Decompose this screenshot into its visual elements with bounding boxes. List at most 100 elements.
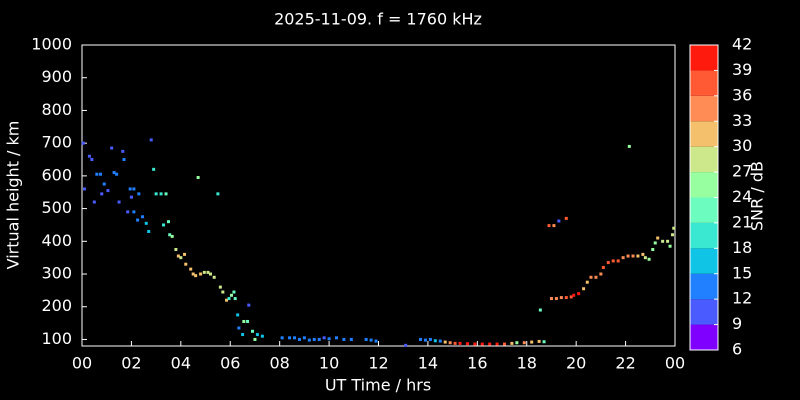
colorbar-band (690, 45, 718, 71)
scatter-point (126, 210, 130, 214)
scatter-point (218, 285, 222, 289)
scatter-point (322, 336, 326, 340)
x-tick-label: 20 (566, 354, 586, 373)
scatter-point (636, 254, 640, 258)
scatter-point (208, 272, 212, 276)
x-tick-label: 00 (72, 354, 92, 373)
colorbar-tick-label: 39 (732, 60, 752, 79)
scatter-point (152, 167, 156, 171)
scatter-point (342, 337, 346, 341)
scatter-point (606, 261, 610, 265)
scatter-point (128, 187, 132, 191)
y-tick-label: 500 (41, 198, 72, 217)
scatter-point (144, 221, 148, 225)
colorbar-tick-label: 12 (732, 289, 752, 308)
scatter-point (194, 274, 198, 278)
scatter-point (495, 342, 499, 346)
scatter-point (106, 189, 110, 193)
scatter-point (302, 336, 306, 340)
y-tick-label: 300 (41, 264, 72, 283)
y-tick-label: 900 (41, 67, 72, 86)
x-tick-label: 18 (517, 354, 537, 373)
scatter-point (233, 297, 237, 301)
scatter-point (668, 244, 672, 248)
scatter-point (110, 146, 114, 150)
colorbar-tick-label: 30 (732, 136, 752, 155)
colorbar-tick-label: 6 (732, 340, 742, 359)
scatter-point (538, 308, 542, 312)
scatter-point (136, 218, 140, 222)
y-tick-label: 200 (41, 296, 72, 315)
y-tick-label: 100 (41, 329, 72, 348)
scatter-point (137, 192, 141, 196)
colorbar-tick-label: 18 (732, 238, 752, 257)
y-tick-label: 600 (41, 165, 72, 184)
scatter-point (307, 338, 311, 342)
scatter-point (631, 254, 635, 258)
scatter-point (480, 342, 484, 346)
scatter-point (129, 195, 133, 199)
scatter-point (176, 254, 180, 258)
x-axis-label: UT Time / hrs (325, 376, 431, 395)
scatter-point (569, 295, 573, 299)
scatter-point (255, 333, 259, 337)
scatter-point (349, 337, 353, 341)
scatter-point (112, 171, 116, 175)
scatter-point (199, 272, 203, 276)
colorbar-band (690, 248, 718, 274)
colorbar-band (690, 95, 718, 122)
y-tick-label: 1000 (31, 35, 72, 54)
scatter-point (164, 192, 168, 196)
scatter-point (364, 337, 368, 341)
scatter-point (317, 337, 321, 341)
scatter-point (661, 239, 665, 243)
scatter-point (334, 336, 338, 340)
chart-title: 2025-11-09. f = 1760 kHz (274, 10, 482, 29)
scatter-point (179, 256, 183, 260)
scatter-point (95, 172, 99, 176)
scatter-point (237, 326, 241, 330)
scatter-point (428, 337, 432, 341)
scatter-point (90, 158, 94, 162)
scatter-point (374, 339, 378, 343)
scatter-point (585, 280, 589, 284)
scatter-point (196, 176, 200, 180)
scatter-point (280, 336, 284, 340)
scatter-point (651, 247, 655, 251)
colorbar-band (690, 222, 718, 249)
scatter-point (626, 254, 630, 258)
scatter-point (611, 259, 615, 263)
scatter-point (522, 341, 526, 345)
scatter-point (229, 293, 233, 297)
scatter-point (438, 339, 442, 343)
scatter-point (122, 158, 126, 162)
colorbar-band (690, 197, 718, 223)
scatter-point (166, 220, 170, 224)
scatter-point (423, 338, 427, 342)
scatter-point (87, 154, 91, 158)
colorbar-band (690, 273, 718, 300)
scatter-point (515, 341, 519, 345)
scatter-point (236, 313, 240, 317)
colorbar-band (690, 121, 718, 147)
y-tick-label: 400 (41, 231, 72, 250)
scatter-point (246, 319, 250, 323)
scatter-point (82, 187, 86, 191)
scatter-point (643, 256, 647, 260)
colorbar-tick-label: 33 (732, 111, 752, 130)
scatter-point (250, 329, 254, 333)
scatter-point (184, 262, 188, 266)
scatter-point (168, 233, 172, 237)
scatter-point (671, 233, 675, 237)
scatter-point (232, 290, 236, 294)
scatter-point (170, 234, 174, 238)
x-tick-label: 00 (665, 354, 685, 373)
scatter-point (488, 342, 492, 346)
scatter-point (465, 342, 469, 346)
scatter-point (132, 187, 136, 191)
y-axis-label: Virtual height / km (4, 121, 23, 270)
scatter-point (174, 247, 178, 251)
x-tick-label: 04 (171, 354, 191, 373)
scatter-point (547, 224, 551, 228)
scatter-point (191, 272, 195, 276)
